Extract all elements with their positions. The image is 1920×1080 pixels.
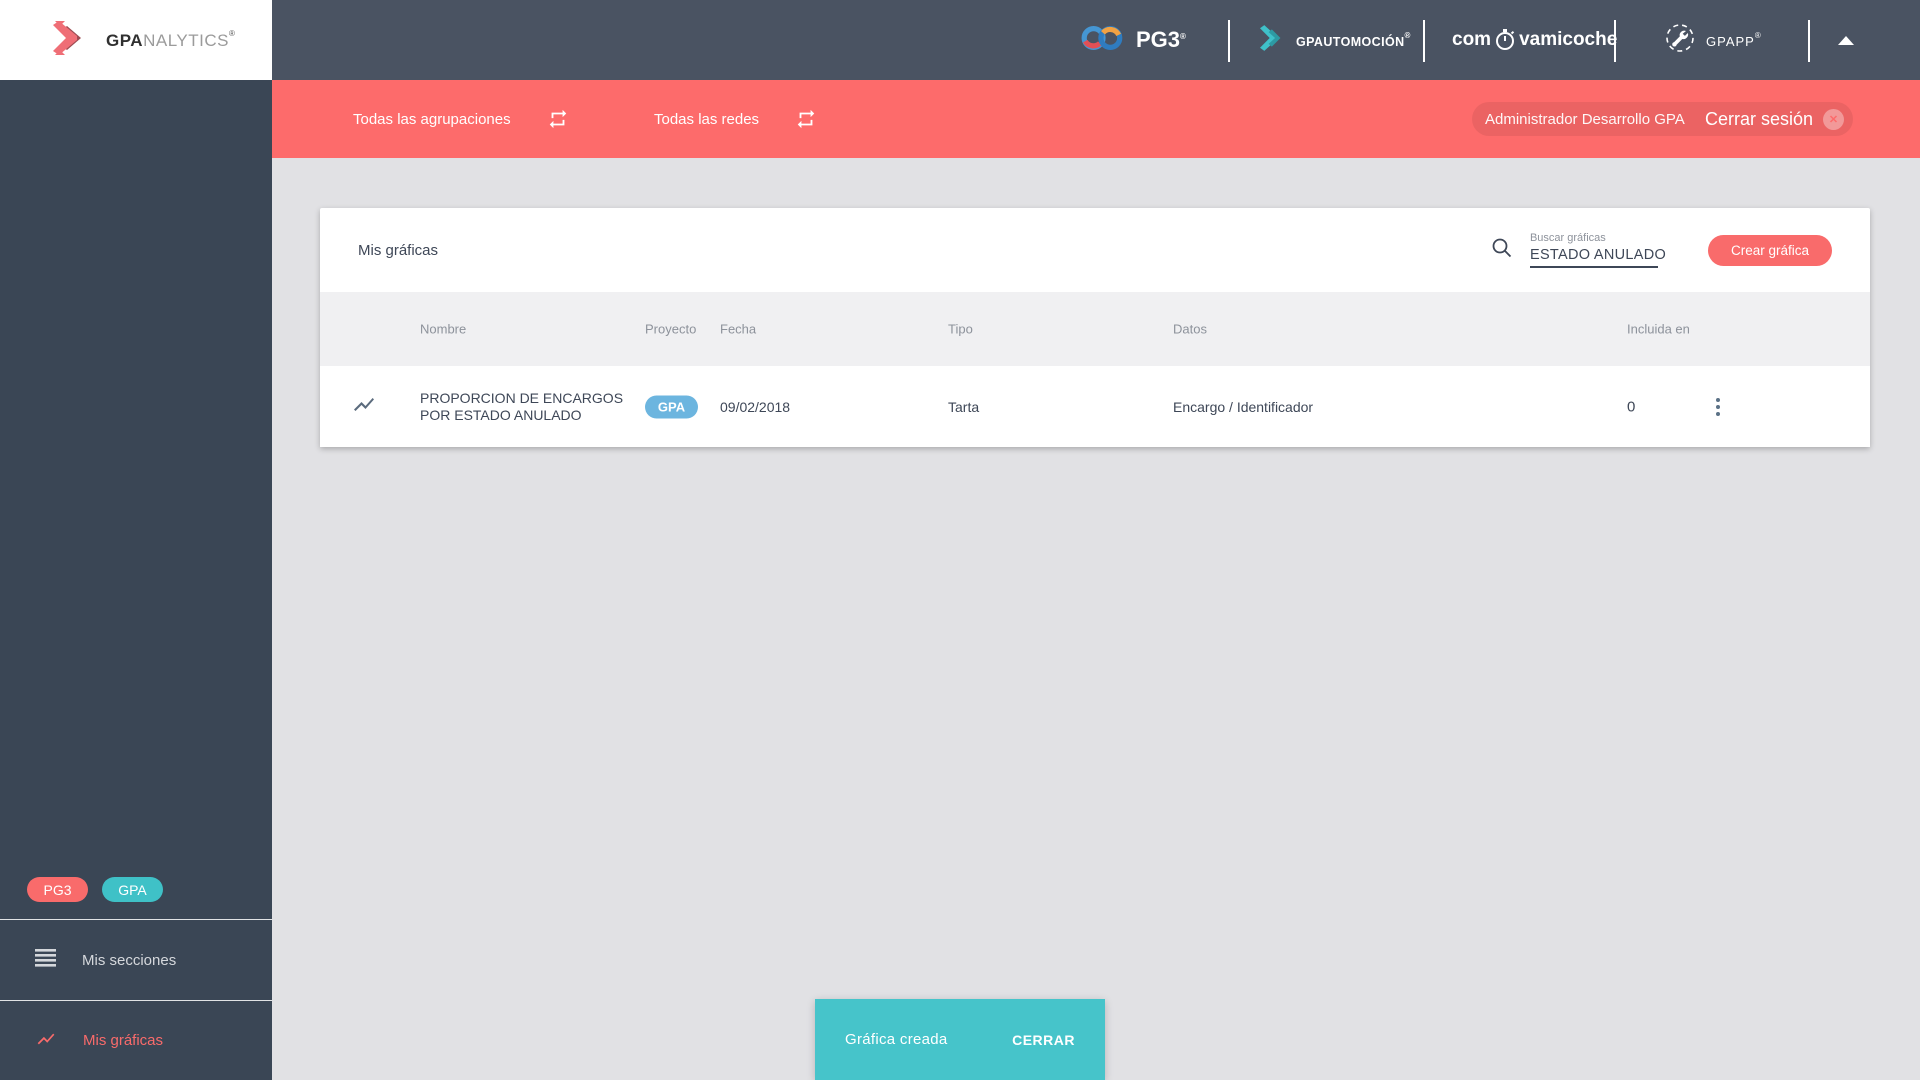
swap-icon <box>547 108 569 130</box>
stopwatch-icon <box>1493 28 1517 52</box>
sidebar-bottom: PG3 GPA Mis secciones Mis gráficas <box>0 860 272 1080</box>
chart-date: 09/02/2018 <box>720 398 791 415</box>
gpapp-logo: GPAPP® <box>1664 0 1762 80</box>
column-header-datos: Datos <box>1173 321 1207 337</box>
logout-button[interactable]: Cerrar sesión ✕ <box>1704 108 1844 130</box>
toast-message: Gráfica creada <box>845 1031 948 1048</box>
gpa-project-badge: GPA <box>645 395 698 418</box>
snackbar-toast: Gráfica creada CERRAR <box>815 999 1105 1080</box>
networks-filter[interactable]: Todas las redes <box>654 80 817 158</box>
project-badge: GPA <box>645 395 698 418</box>
search-icon[interactable] <box>1491 237 1513 264</box>
menu-icon <box>35 949 56 971</box>
column-header-nombre: Nombre <box>420 321 467 337</box>
divider <box>1423 20 1425 62</box>
dot <box>1716 411 1720 416</box>
gpautomocion-arrow-icon <box>1260 24 1288 57</box>
gpanalytics-logo-text: GPANALYTICS® <box>106 29 236 50</box>
pg3-infinity-icon <box>1080 19 1126 62</box>
column-header-fecha: Fecha <box>720 321 757 337</box>
divider <box>1228 20 1230 62</box>
compravamicoche-logo: com vamicoche <box>1452 28 1618 52</box>
search-input-value: ESTADO ANULADO <box>1529 247 1667 263</box>
gpanalytics-arrow-icon <box>52 19 92 62</box>
sidebar-item-label: Mis gráficas <box>83 1032 164 1049</box>
groupings-filter[interactable]: Todas las agrupaciones <box>353 80 569 158</box>
search-input[interactable]: Buscar gráficas ESTADO ANULADO <box>1529 232 1666 268</box>
sidebar-badges: PG3 GPA <box>0 860 272 920</box>
swap-icon <box>795 108 817 130</box>
search-input-label: Buscar gráficas <box>1529 232 1606 244</box>
sidebar: GPANALYTICS® PG3 GPA Mis secciones <box>0 0 272 1080</box>
collapse-header-control[interactable] <box>1838 0 1854 80</box>
gpa-badge[interactable]: GPA <box>102 877 163 902</box>
create-chart-button[interactable]: Crear gráfica <box>1707 234 1832 266</box>
my-charts-card: Mis gráficas Buscar gráficas ESTADO ANUL… <box>320 208 1870 447</box>
filter-bar: Todas las agrupaciones Todas las redes A… <box>272 80 1920 158</box>
pg3-badge[interactable]: PG3 <box>27 877 88 902</box>
close-icon: ✕ <box>1823 108 1844 130</box>
top-app-bar: PG3® GPAUTOMOCIÓN® com vamicoche <box>272 0 1920 80</box>
column-header-proyecto: Proyecto <box>645 321 697 337</box>
main-content: Mis gráficas Buscar gráficas ESTADO ANUL… <box>272 158 1920 1080</box>
sidebar-item-label: Mis secciones <box>82 951 177 969</box>
chevron-up-icon <box>1838 35 1854 45</box>
gpanalytics-logo: GPANALYTICS® <box>0 0 272 80</box>
gpautomocion-logo: GPAUTOMOCIÓN® <box>1260 0 1411 80</box>
card-header: Mis gráficas Buscar gráficas ESTADO ANUL… <box>320 208 1870 292</box>
pg3-logo: PG3® <box>1080 0 1186 80</box>
divider <box>1614 20 1616 62</box>
chart-data-fields: Encargo / Identificador <box>1173 398 1314 415</box>
column-header-tipo: Tipo <box>948 321 973 337</box>
search-group: Buscar gráficas ESTADO ANULADO Crear grá… <box>1491 232 1832 268</box>
user-name: Administrador Desarrollo GPA <box>1485 110 1685 128</box>
row-actions-menu-button[interactable] <box>1710 392 1726 422</box>
line-chart-icon <box>35 1029 57 1053</box>
toast-close-button[interactable]: CERRAR <box>1012 1031 1075 1048</box>
logout-label: Cerrar sesión <box>1704 108 1813 129</box>
line-chart-icon <box>350 392 378 421</box>
chart-name: PROPORCION DE ENCARGOS POR ESTADO ANULAD… <box>420 389 624 423</box>
table-header: Nombre Proyecto Fecha Tipo Datos Incluid… <box>320 292 1870 366</box>
column-header-incluida: Incluida en <box>1627 321 1690 337</box>
included-in-count: 0 <box>1627 398 1636 415</box>
groupings-filter-label: Todas las agrupaciones <box>353 110 511 128</box>
sidebar-item-charts[interactable]: Mis gráficas <box>0 1000 272 1080</box>
table-row[interactable]: PROPORCION DE ENCARGOS POR ESTADO ANULAD… <box>320 366 1870 447</box>
chart-type: Tarta <box>948 398 980 415</box>
dot <box>1716 404 1720 409</box>
networks-filter-label: Todas las redes <box>654 110 760 128</box>
dot <box>1716 397 1720 402</box>
user-session-pill: Administrador Desarrollo GPA Cerrar sesi… <box>1472 102 1853 136</box>
page-title: Mis gráficas <box>358 241 439 259</box>
divider <box>1808 20 1810 62</box>
sidebar-item-sections[interactable]: Mis secciones <box>0 920 272 1000</box>
wrench-icon <box>1664 22 1696 59</box>
